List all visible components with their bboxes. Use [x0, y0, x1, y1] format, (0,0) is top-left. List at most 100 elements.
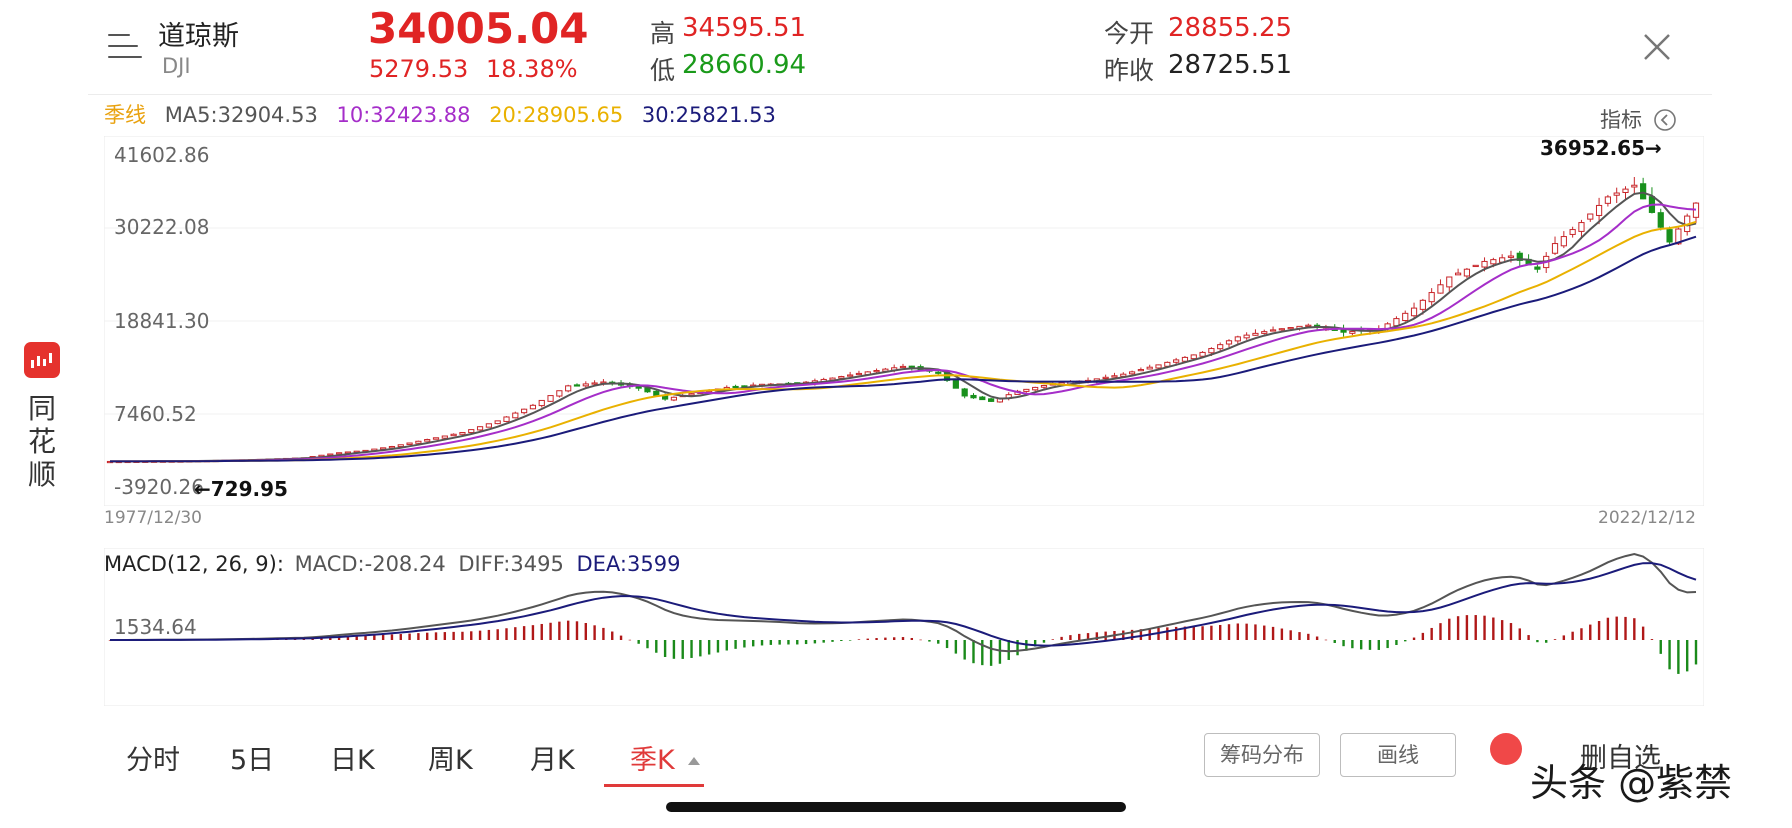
remove-watchlist-label[interactable]: 删自选	[1580, 743, 1661, 774]
tab-daily-k[interactable]: 日K	[330, 745, 375, 776]
candle	[970, 393, 977, 399]
macd-bar	[1086, 633, 1090, 640]
candle	[450, 433, 457, 437]
price-chart[interactable]: 41602.86 30222.08 18841.30 7460.52 -3920…	[104, 136, 1704, 506]
diff-line	[110, 552, 1697, 653]
candle	[529, 403, 537, 410]
macd-bar	[778, 640, 781, 645]
macd-bar	[1668, 640, 1671, 670]
ma10-line	[110, 203, 1697, 463]
macd-bar	[1659, 640, 1662, 654]
ma20-value: 20:28905.65	[489, 103, 624, 127]
macd-bar	[972, 640, 975, 664]
macd-bar	[461, 631, 464, 640]
macd-bar	[390, 634, 394, 640]
remove-watchlist-icon[interactable]	[1490, 733, 1522, 765]
tab-intraday[interactable]: 分时	[126, 745, 180, 776]
macd-chart[interactable]: 1534.64	[104, 548, 1704, 706]
macd-y-label: 1534.64	[114, 615, 197, 639]
macd-bar	[1412, 637, 1416, 640]
macd-bar	[1069, 635, 1072, 640]
macd-bar	[1492, 617, 1495, 640]
macd-bar	[928, 640, 931, 642]
macd-bar	[408, 633, 411, 640]
indicator-label: 指标	[1600, 108, 1642, 132]
macd-bar	[752, 640, 755, 647]
macd-bar	[1580, 628, 1583, 640]
macd-bar	[1615, 616, 1618, 640]
chip-distribution-button[interactable]: 筹码分布	[1204, 733, 1320, 777]
draw-line-button[interactable]: 画线	[1340, 733, 1456, 777]
candle	[459, 432, 466, 435]
candle	[635, 386, 642, 391]
macd-bar	[804, 640, 808, 645]
candle	[1261, 329, 1268, 335]
macd-bar	[1280, 628, 1284, 640]
menu-icon[interactable]	[108, 34, 142, 60]
macd-bar	[760, 640, 764, 646]
macd-bar	[426, 632, 429, 640]
macd-bar	[725, 640, 728, 651]
brand-char-1: 同	[28, 392, 57, 425]
candle	[327, 453, 334, 456]
macd-bar	[1139, 629, 1143, 640]
candle	[1604, 194, 1611, 207]
macd-value: MACD:-208.24	[294, 552, 446, 576]
candle	[1446, 276, 1453, 292]
macd-bar	[1694, 640, 1698, 665]
candle	[1613, 187, 1620, 203]
macd-bar	[963, 640, 966, 660]
min-marker: ←729.95	[194, 477, 288, 501]
candle	[1428, 288, 1435, 306]
macd-bar	[1166, 627, 1169, 640]
ma20-line	[110, 220, 1697, 463]
macd-bar	[1130, 629, 1134, 640]
macd-bar	[1589, 624, 1592, 640]
tab-weekly-k[interactable]: 周K	[428, 745, 473, 776]
close-icon[interactable]	[1640, 30, 1674, 64]
candle	[1666, 226, 1673, 244]
candle	[1640, 177, 1647, 200]
candle	[1340, 324, 1347, 337]
candle	[1120, 372, 1127, 377]
macd-bar	[787, 640, 790, 645]
candle	[441, 435, 448, 439]
macd-bar	[998, 640, 1002, 664]
macd-bar	[637, 640, 640, 644]
tab-monthly-k[interactable]: 月K	[530, 745, 575, 776]
macd-bar	[1571, 631, 1574, 640]
candle	[335, 452, 343, 455]
macd-bar	[346, 635, 350, 640]
macd-bar	[954, 640, 958, 654]
macd-bar	[602, 627, 605, 640]
candle	[424, 438, 431, 442]
macd-bar	[1386, 640, 1389, 649]
macd-bar	[831, 640, 834, 642]
macd-bar	[1553, 639, 1557, 640]
candle	[503, 416, 510, 423]
candle	[406, 442, 413, 445]
candle	[521, 408, 528, 415]
macd-bar	[1474, 615, 1477, 640]
macd-bar	[1219, 624, 1222, 640]
candle	[1146, 364, 1153, 370]
indicator-button[interactable]: 指标	[1600, 104, 1677, 134]
high-label: 高	[650, 19, 676, 48]
candle	[1437, 279, 1444, 294]
candle	[468, 429, 475, 434]
candle	[688, 393, 695, 396]
candle	[1278, 328, 1285, 332]
tab-quarterly-k[interactable]: 季K	[630, 738, 701, 777]
low-value: 28660.94	[682, 50, 807, 80]
macd-bar	[1333, 640, 1336, 643]
macd-bar	[1033, 640, 1037, 647]
candle	[1023, 388, 1030, 393]
macd-bar	[1395, 640, 1398, 645]
macd-bar	[1174, 626, 1178, 640]
macd-bar	[1245, 623, 1248, 640]
dea-value: DEA:3599	[576, 552, 681, 576]
macd-bar	[478, 630, 482, 640]
tab-5day[interactable]: 5日	[230, 745, 275, 776]
candle	[1595, 197, 1603, 225]
macd-bar	[470, 631, 473, 640]
